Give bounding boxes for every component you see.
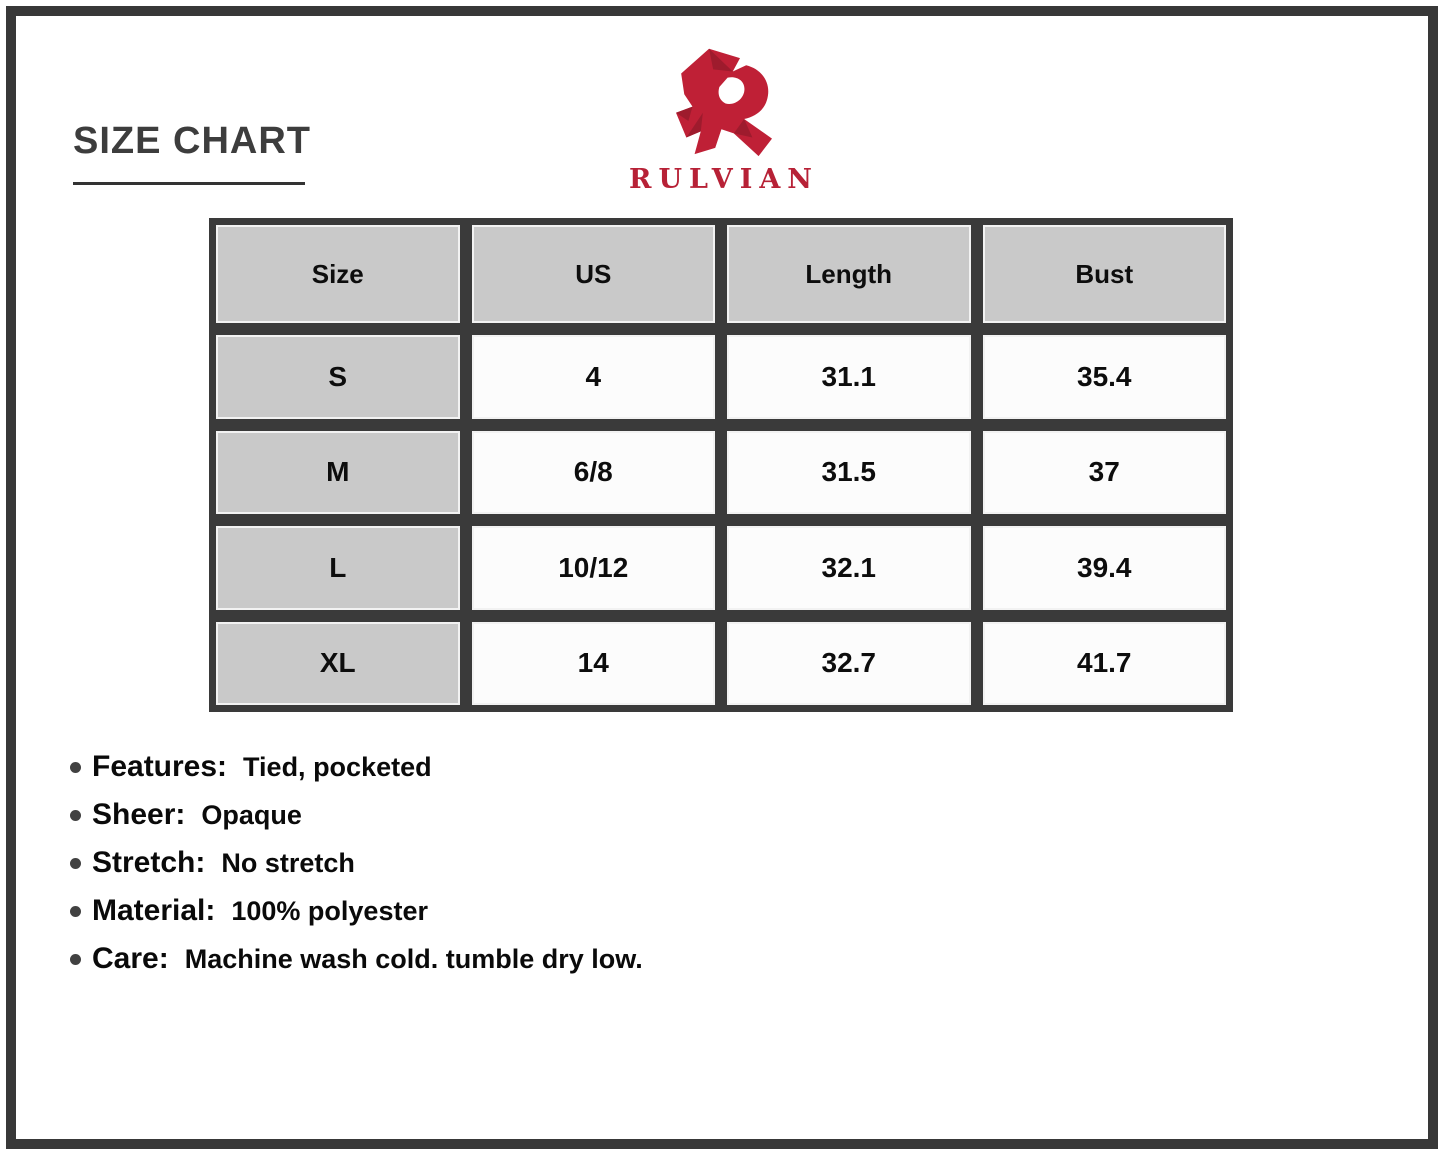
col-header-us: US — [471, 225, 715, 323]
row-label-m: M — [216, 430, 460, 514]
bullet-icon — [70, 905, 81, 917]
detail-item-features: Features: Tied, pocketed — [70, 750, 643, 784]
bullet-icon — [70, 809, 81, 821]
detail-item-care: Care: Machine wash cold. tumble dry low. — [70, 942, 643, 976]
cell-s-length: 31.1 — [727, 335, 971, 419]
bullet-icon — [70, 953, 81, 965]
cell-s-bust: 35.4 — [982, 335, 1226, 419]
col-header-bust: Bust — [982, 225, 1226, 323]
title-underline — [73, 182, 305, 185]
cell-l-bust: 39.4 — [982, 526, 1226, 610]
cell-l-us: 10/12 — [471, 526, 715, 610]
size-chart-table: Size US Length Bust S 4 31.1 35.4 M 6/8 … — [209, 218, 1233, 712]
detail-label: Care: — [92, 942, 169, 975]
row-label-l: L — [216, 526, 460, 610]
detail-value: Opaque — [201, 799, 302, 830]
detail-value: 100% polyester — [231, 895, 428, 926]
page-title: SIZE CHART — [73, 120, 311, 162]
detail-value: Machine wash cold. tumble dry low. — [184, 943, 643, 974]
col-header-length: Length — [727, 225, 971, 323]
detail-label: Sheer: — [92, 798, 186, 831]
detail-value: Tied, pocketed — [243, 751, 432, 782]
bullet-icon — [70, 857, 81, 869]
row-label-s: S — [216, 335, 460, 419]
product-details-list: Features: Tied, pocketed Sheer: Opaque S… — [70, 750, 643, 990]
detail-item-material: Material: 100% polyester — [70, 894, 643, 928]
cell-l-length: 32.1 — [727, 526, 971, 610]
detail-value: No stretch — [221, 847, 355, 878]
row-label-xl: XL — [216, 621, 460, 705]
col-header-size: Size — [216, 225, 460, 323]
detail-label: Material: — [92, 894, 216, 927]
detail-item-stretch: Stretch: No stretch — [70, 846, 643, 880]
cell-m-bust: 37 — [982, 430, 1226, 514]
cell-m-length: 31.5 — [727, 430, 971, 514]
cell-m-us: 6/8 — [471, 430, 715, 514]
brand-name: RULVIAN — [629, 164, 819, 195]
cell-xl-length: 32.7 — [727, 621, 971, 705]
cell-s-us: 4 — [471, 335, 715, 419]
detail-label: Stretch: — [92, 846, 206, 879]
rulvian-r-logo-icon — [676, 48, 772, 157]
cell-xl-us: 14 — [471, 621, 715, 705]
cell-xl-bust: 41.7 — [982, 621, 1226, 705]
brand-header: RULVIAN — [599, 48, 849, 195]
bullet-icon — [70, 761, 81, 773]
detail-label: Features: — [92, 750, 228, 783]
detail-item-sheer: Sheer: Opaque — [70, 798, 643, 832]
